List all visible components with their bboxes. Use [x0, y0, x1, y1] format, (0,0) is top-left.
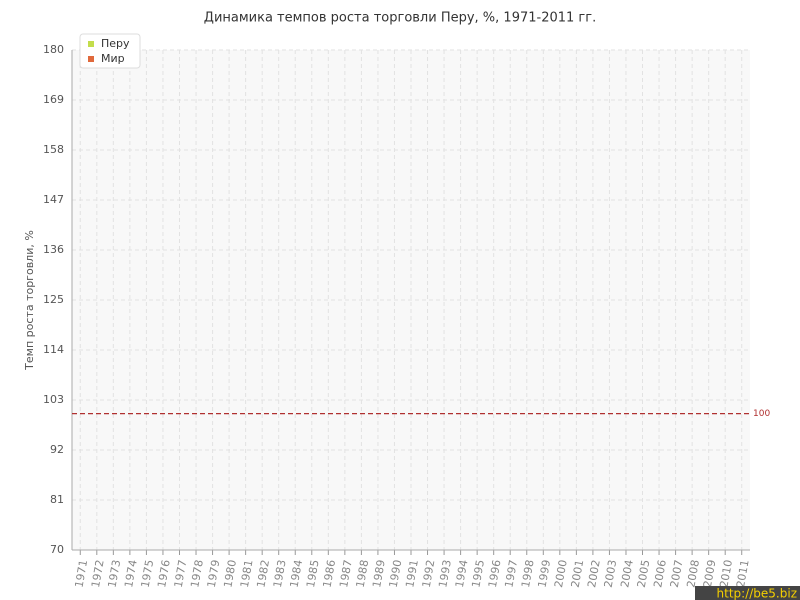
legend-label: Перу: [101, 37, 130, 50]
y-tick-label: 81: [50, 493, 64, 506]
x-tick-label: 1976: [155, 559, 173, 589]
y-tick-label: 114: [43, 343, 64, 356]
y-tick-label: 136: [43, 243, 64, 256]
legend-box: [79, 33, 141, 69]
y-tick-label: 169: [43, 93, 64, 106]
x-tick-label: 1995: [469, 559, 487, 589]
x-tick-label: 2001: [569, 559, 587, 589]
y-tick-label: 125: [43, 293, 64, 306]
x-tick-label: 1975: [139, 559, 157, 589]
x-tick-label: 1994: [453, 559, 471, 589]
x-tick-label: 1971: [73, 559, 91, 589]
y-tick-label: 147: [43, 193, 64, 206]
legend: Перу Мир: [79, 33, 141, 69]
x-tick-label: 1997: [502, 559, 520, 589]
x-tick-label: 2011: [734, 559, 752, 589]
x-tick-label: 2006: [651, 559, 669, 589]
x-tick-label: 1991: [403, 559, 421, 589]
x-tick-label: 2008: [684, 559, 702, 589]
x-tick-label: 1999: [536, 559, 554, 589]
x-tick-label: 1993: [436, 559, 454, 589]
x-tick-label: 1981: [238, 559, 256, 589]
x-tick-label: 1978: [188, 559, 206, 589]
x-tick-label: 1986: [321, 559, 339, 589]
x-tick-label: 1980: [221, 559, 239, 589]
x-tick-label: 1983: [271, 559, 289, 589]
x-tick-label: 1972: [89, 559, 107, 589]
x-tick-label: 2005: [635, 559, 653, 589]
x-tick-label: 2009: [701, 559, 719, 589]
x-tick-label: 2000: [552, 559, 570, 589]
x-tick-label: 1982: [254, 559, 272, 589]
chart-title: Динамика темпов роста торговли Перу, %, …: [204, 11, 596, 26]
legend-label: Мир: [101, 52, 125, 65]
x-tick-label: 1984: [287, 559, 305, 589]
x-tick-label: 1979: [205, 559, 223, 589]
x-tick-label: 1973: [106, 559, 124, 589]
x-tick-label: 2007: [668, 559, 686, 589]
watermark: http://be5.biz: [717, 587, 797, 600]
reference-label: 100: [753, 409, 770, 419]
watermark-bg: [695, 586, 800, 600]
y-tick-label: 158: [43, 143, 64, 156]
x-tick-label: 1974: [122, 559, 140, 589]
x-tick-label: 1996: [486, 559, 504, 589]
x-tick-label: 1992: [420, 559, 438, 589]
legend-swatch: [88, 41, 94, 47]
y-tick-label: 92: [50, 443, 64, 456]
x-tick-label: 1988: [354, 559, 372, 589]
x-tick-label: 2002: [585, 559, 603, 589]
x-tick-label: 1977: [172, 559, 190, 589]
x-tick-label: 1989: [370, 559, 388, 589]
legend-swatch: [88, 56, 94, 62]
y-axis-label: Темп роста торговли, %: [23, 230, 36, 371]
y-tick-label: 70: [50, 543, 64, 556]
x-tick-label: 1998: [519, 559, 537, 589]
x-tick-label: 2010: [717, 559, 735, 589]
x-tick-label: 1990: [387, 559, 405, 589]
y-tick-label: 103: [43, 393, 64, 406]
x-tick-label: 2003: [602, 559, 620, 589]
y-tick-label: 180: [43, 43, 64, 56]
x-tick-label: 1985: [304, 559, 322, 589]
x-tick-label: 1987: [337, 559, 355, 589]
x-tick-label: 2004: [618, 559, 636, 589]
